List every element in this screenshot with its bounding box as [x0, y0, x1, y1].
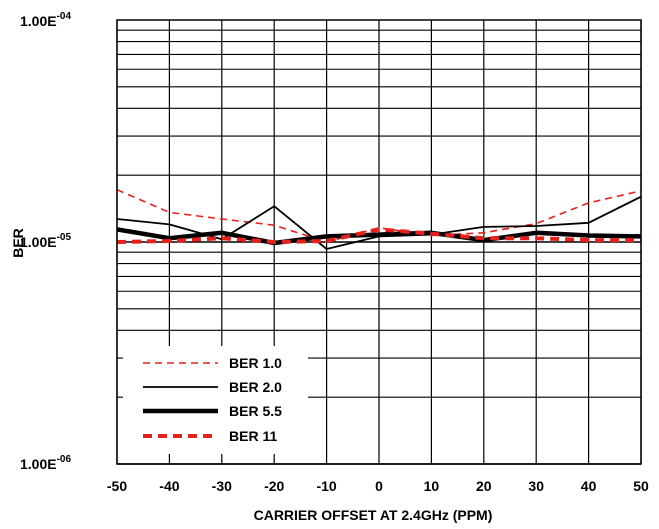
y-axis-title: BER — [10, 228, 26, 258]
x-tick-label: 10 — [424, 478, 440, 494]
x-axis-title: CARRIER OFFSET AT 2.4GHz (PPM) — [254, 507, 493, 523]
x-tick-label: 40 — [581, 478, 597, 494]
x-tick-label: 50 — [633, 478, 649, 494]
x-tick-label: -40 — [159, 478, 179, 494]
y-tick-label: 1.00E-05 — [20, 232, 71, 250]
series-layer — [116, 188, 642, 250]
series-line-ber-11 — [116, 227, 641, 244]
x-tick-label: 20 — [476, 478, 492, 494]
series-line-ber-5-5 — [116, 227, 642, 246]
legend-label: BER 5.5 — [229, 403, 282, 419]
legend-box — [123, 346, 308, 454]
x-tick-label: -30 — [212, 478, 232, 494]
x-tick-label: -20 — [264, 478, 284, 494]
legend-label: BER 2.0 — [229, 379, 282, 395]
y-tick-label: 1.00E-04 — [20, 11, 71, 29]
legend: BER 1.0 BER 2.0 BER 5.5 BER 11 — [123, 346, 308, 454]
legend-label: BER 1.0 — [229, 355, 282, 371]
x-tick-label: -50 — [107, 478, 127, 494]
plot-frame — [116, 19, 642, 465]
y-tick-labels: 1.00E-04 1.00E-05 1.00E-06 — [20, 11, 71, 472]
series-line-ber-1-0 — [116, 188, 642, 243]
legend-label: BER 11 — [229, 428, 277, 444]
x-tick-label: 0 — [375, 478, 383, 494]
y-tick-label: 1.00E-06 — [20, 454, 71, 472]
x-tick-labels: -50 -40 -30 -20 -10 0 10 20 30 40 50 — [107, 478, 649, 494]
x-tick-label: -10 — [316, 478, 336, 494]
x-tick-label: 30 — [528, 478, 544, 494]
